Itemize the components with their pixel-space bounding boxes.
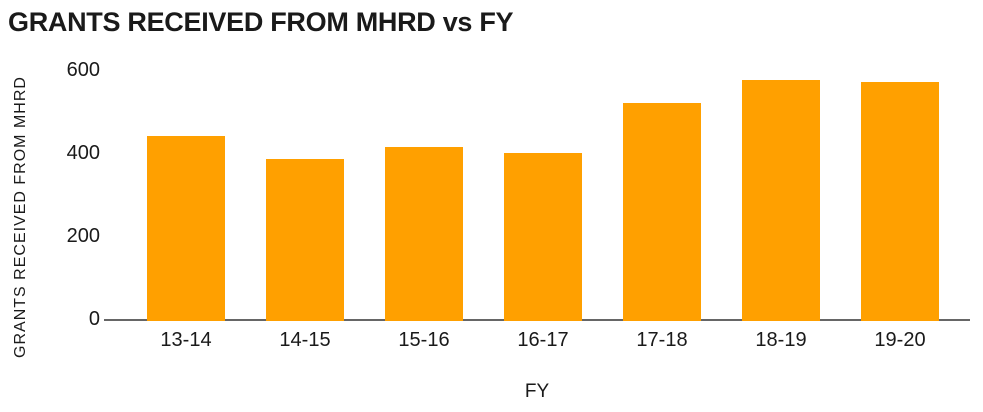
x-tick-label: 13-14: [160, 329, 212, 351]
y-axis-title: GRANTS RECEIVED FROM MHRD: [12, 76, 29, 358]
bar-19-20: [861, 82, 939, 321]
bar-18-19: [742, 80, 820, 321]
x-tick-label: 19-20: [874, 329, 926, 351]
y-tick-label: 200: [66, 225, 100, 247]
plot-area: 0 200 400 600 13-14 14-15 15-16 16-17 17-18 18-19…: [67, 59, 970, 351]
x-tick-label: 16-17: [517, 329, 569, 351]
x-tick-label: 18-19: [755, 329, 807, 351]
y-tick-label: 400: [66, 142, 100, 164]
x-tick-label: 17-18: [636, 329, 688, 351]
chart-title: GRANTS RECEIVED FROM MHRD vs FY: [8, 7, 514, 37]
x-tick-label: 14-15: [279, 329, 331, 351]
bar-13-14: [147, 136, 225, 321]
y-tick-label: 0: [88, 308, 100, 330]
y-tick-label: 600: [66, 59, 100, 81]
x-tick-label: 15-16: [398, 329, 450, 351]
bar-17-18: [623, 103, 701, 321]
x-axis-title: FY: [524, 381, 550, 402]
bar-15-16: [385, 146, 463, 321]
bar-16-17: [504, 152, 582, 321]
bar-14-15: [266, 159, 344, 321]
